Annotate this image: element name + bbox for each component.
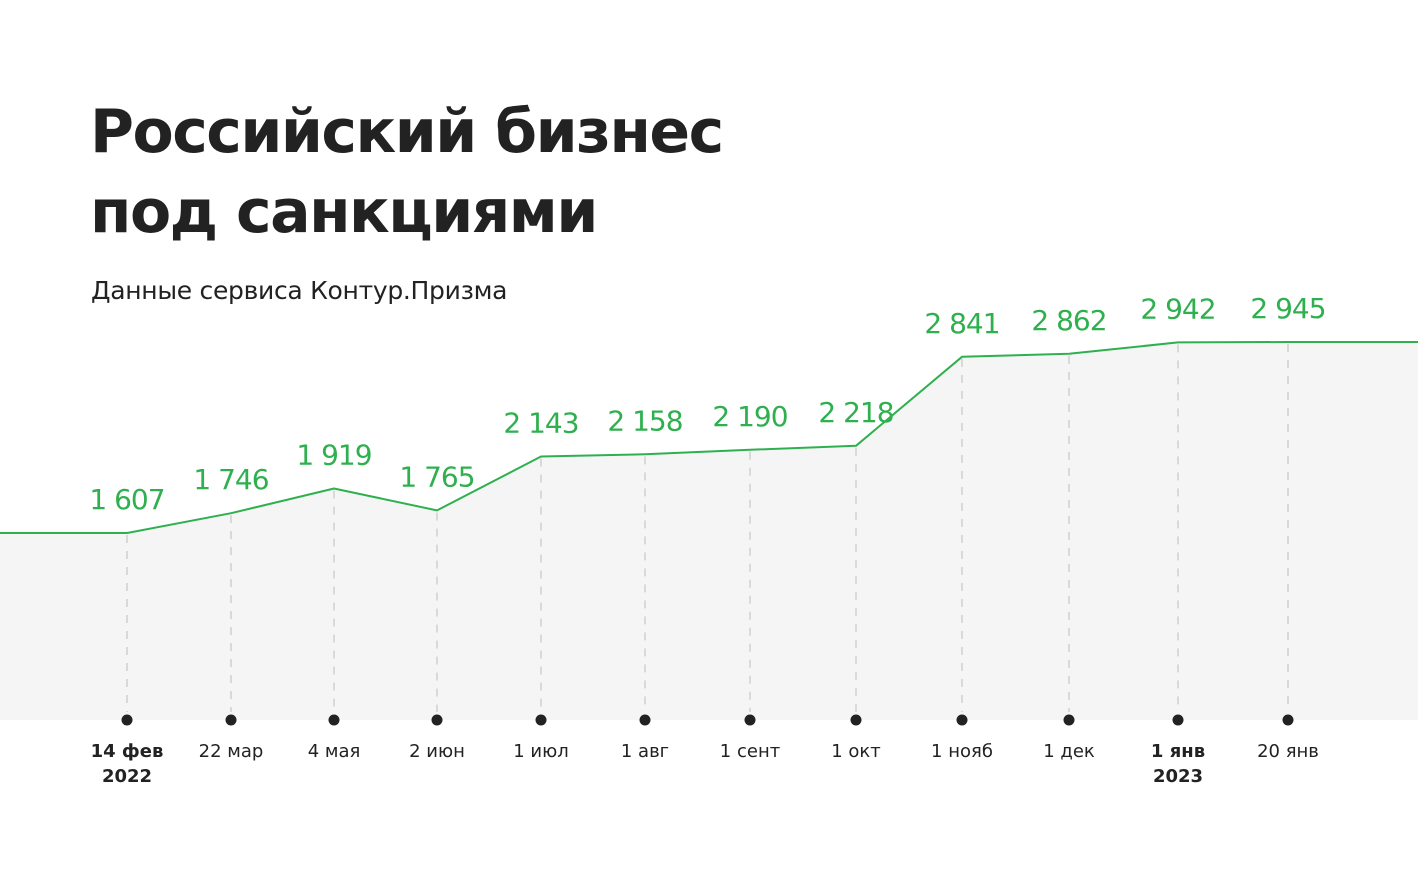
tick-label: 2 июн (409, 741, 465, 762)
data-label: 2 190 (712, 400, 787, 433)
tick-label: 1 сент (720, 741, 780, 762)
x-axis-tick-labels: 14 фев 2022 22 мар 4 мая 2 июн 1 июл 1 авг 1 се… (91, 741, 1319, 787)
series-line (0, 341, 1418, 534)
axis-dot (431, 714, 443, 726)
tick-label: 14 фев (91, 741, 164, 762)
axis-dot (328, 714, 340, 726)
data-label: 2 945 (1250, 292, 1325, 325)
chart-subtitle: Данные сервиса Контур.Призма (91, 276, 508, 305)
data-label: 2 143 (503, 406, 578, 439)
tick-label: 1 авг (621, 741, 669, 762)
area-fill (0, 342, 1418, 720)
data-label: 2 841 (924, 307, 999, 340)
tick-label: 1 окт (831, 741, 881, 762)
area-layer (0, 342, 1418, 720)
data-label: 1 765 (399, 460, 474, 493)
chart-title: Российский бизнес под санкциями (90, 92, 724, 252)
axis-dot (956, 714, 968, 726)
data-label: 2 862 (1031, 304, 1106, 337)
data-label: 1 607 (89, 483, 164, 516)
chart-title-line-2: под санкциями (90, 177, 598, 247)
line-layer (0, 341, 1418, 534)
data-label: 1 746 (193, 463, 268, 496)
axis-dot (121, 714, 133, 726)
tick-label: 1 дек (1043, 741, 1095, 762)
axis-dot (639, 714, 651, 726)
grid-layer (126, 344, 1289, 712)
tick-label-year: 2022 (102, 766, 152, 787)
axis-dot (535, 714, 547, 726)
tick-label: 1 июл (513, 741, 569, 762)
axis-dot (1172, 714, 1184, 726)
tick-label: 22 мар (199, 741, 264, 762)
data-label: 2 218 (818, 396, 893, 429)
axis-dot (225, 714, 237, 726)
axis-dot (1063, 714, 1075, 726)
axis-dot (744, 714, 756, 726)
tick-label: 4 мая (308, 741, 361, 762)
value-labels: 1 607 1 746 1 919 1 765 2 143 2 158 2 190 2 218… (89, 292, 1326, 516)
tick-label: 1 янв (1151, 741, 1205, 762)
tick-label-year: 2023 (1153, 766, 1203, 787)
axis-dot (850, 714, 862, 726)
axis-dots (121, 714, 1294, 726)
data-label: 1 919 (296, 438, 371, 471)
axis-dot (1282, 714, 1294, 726)
tick-label: 1 нояб (931, 741, 993, 762)
data-label: 2 158 (607, 404, 682, 437)
chart-title-line-1: Российский бизнес (90, 97, 724, 167)
data-label: 2 942 (1140, 292, 1215, 325)
tick-label: 20 янв (1257, 741, 1319, 762)
